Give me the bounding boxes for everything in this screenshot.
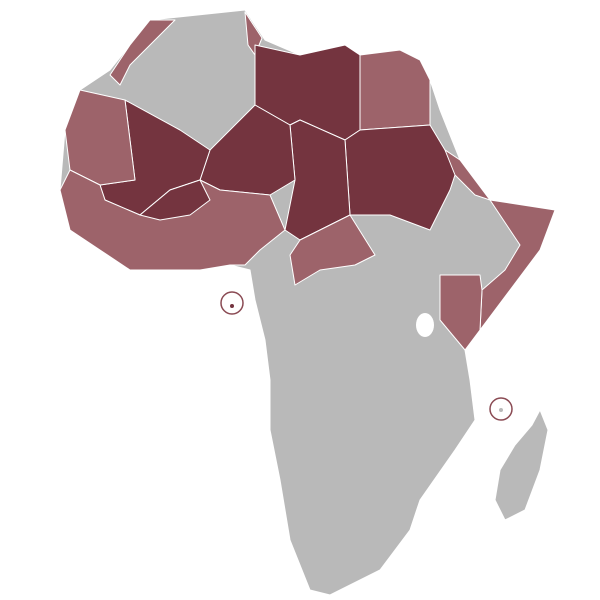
- morocco: [109, 19, 176, 86]
- car: [289, 214, 376, 286]
- island: [499, 408, 503, 412]
- eritrea: [444, 149, 491, 201]
- west-africa-coast: [59, 169, 286, 271]
- island-marker: [220, 291, 244, 315]
- egypt: [359, 49, 431, 131]
- madagascar: [494, 409, 549, 521]
- burkina-faso: [139, 179, 211, 221]
- island: [230, 304, 234, 308]
- island-marker: [489, 397, 513, 421]
- lake-victoria: [416, 313, 434, 337]
- mauritania: [64, 89, 136, 186]
- kenya: [439, 274, 483, 351]
